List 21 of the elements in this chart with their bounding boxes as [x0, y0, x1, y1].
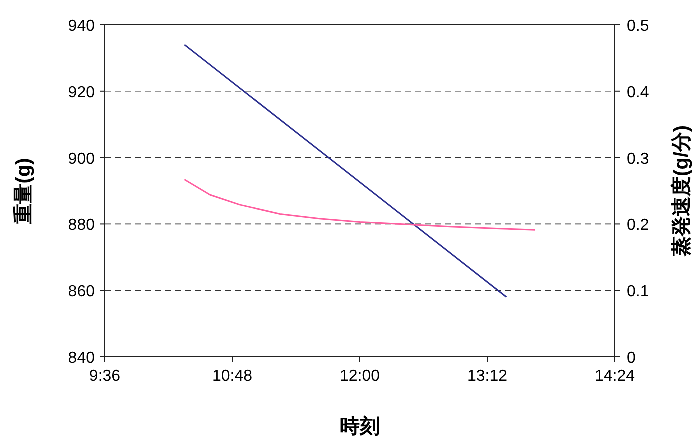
x-tick-label: 13:12: [467, 368, 508, 385]
y-tick-label: 840: [68, 350, 96, 367]
y-tick-label: 920: [68, 84, 96, 102]
x-tick-label: 14:24: [594, 368, 636, 385]
y2-tick-label: 0.3: [627, 150, 650, 168]
x-tick-label: 9:36: [89, 368, 121, 385]
x-tick-label: 10:48: [212, 368, 253, 385]
x-axis-title: 時刻: [340, 415, 380, 438]
y2-tick-label: 0.5: [627, 18, 650, 35]
y-tick-label: 900: [68, 150, 96, 168]
y2-axis-title: 蒸発速度(g/分): [670, 125, 693, 258]
y2-tick-label: 0.2: [627, 217, 650, 234]
y2-tick-label: 0: [627, 350, 636, 367]
y-tick-label: 860: [68, 284, 96, 301]
x-tick-label: 12:00: [340, 368, 380, 385]
y-tick-label: 880: [68, 217, 96, 234]
line-series: [184, 178, 536, 231]
y2-tick-label: 0.1: [627, 284, 650, 301]
y2-tick-label: 0.4: [627, 84, 650, 102]
y-tick-label: 940: [68, 18, 96, 35]
y-axis-title: 重量(g): [12, 158, 35, 225]
